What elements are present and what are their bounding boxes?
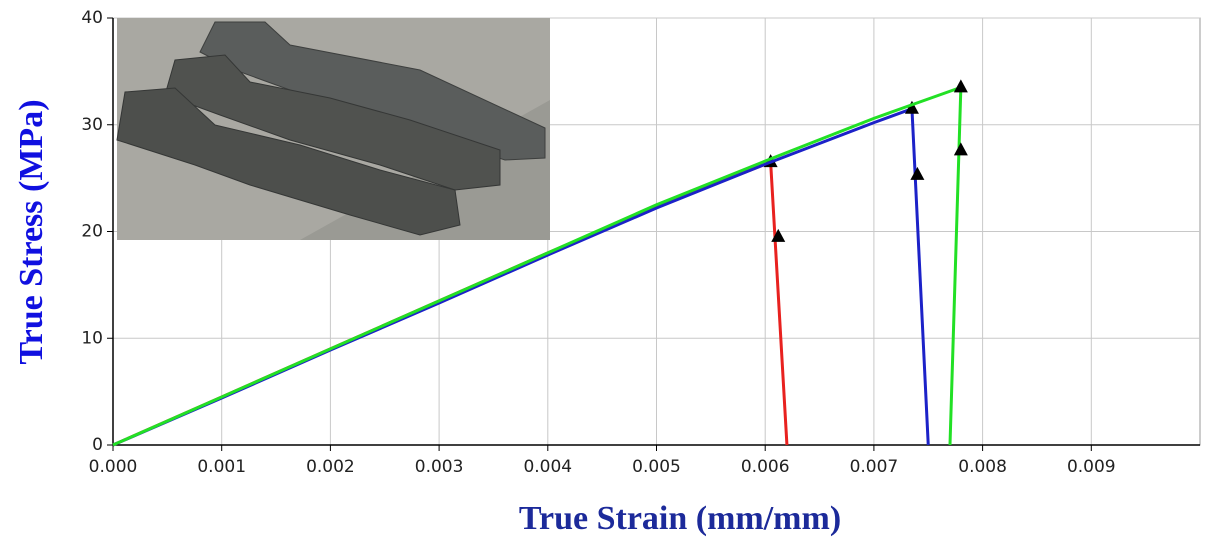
triangle-marker	[953, 79, 968, 93]
x-axis-title: True Strain (mm/mm)	[519, 500, 841, 537]
triangle-marker	[953, 142, 968, 156]
triangle-marker	[771, 228, 786, 242]
triangle-marker	[904, 100, 919, 114]
x-tick-label: 0.009	[1067, 457, 1116, 477]
y-tick-label: 10	[81, 328, 103, 348]
y-tick-label: 20	[81, 222, 103, 242]
y-tick-label: 30	[81, 115, 103, 135]
y-axis-title: True Stress (MPa)	[13, 99, 50, 364]
x-tick-label: 0.000	[89, 457, 138, 477]
x-tick-label: 0.004	[523, 457, 572, 477]
inset-photo	[116, 18, 550, 240]
x-tick-label: 0.003	[415, 457, 464, 477]
y-tick-label: 40	[81, 8, 103, 28]
data-line	[112, 85, 963, 447]
y-tick-label: 0	[92, 435, 103, 455]
x-tick-label: 0.008	[958, 457, 1007, 477]
x-tick-label: 0.006	[741, 457, 790, 477]
x-tick-label: 0.005	[632, 457, 681, 477]
triangle-marker	[910, 166, 925, 180]
x-tick-label: 0.001	[197, 457, 246, 477]
x-tick-label: 0.007	[850, 457, 899, 477]
x-tick-label: 0.002	[306, 457, 355, 477]
